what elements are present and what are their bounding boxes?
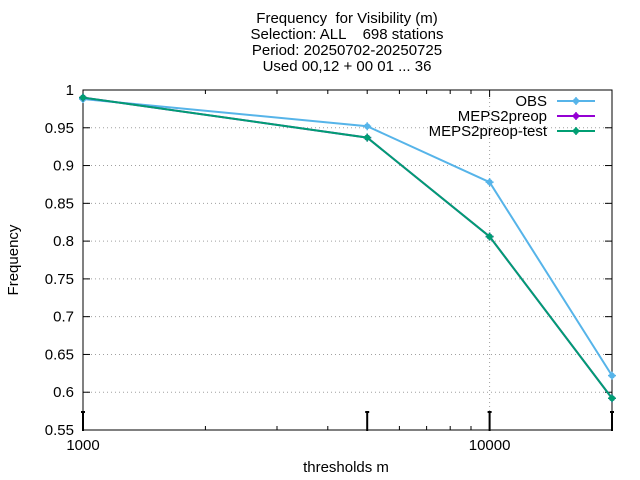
- title-line-1: Frequency for Visibility (m): [256, 10, 438, 27]
- chart-title: Frequency for Visibility (m) Selection: …: [0, 11, 640, 75]
- x-tick-label: 10000: [469, 437, 511, 454]
- data-point: [363, 122, 372, 131]
- y-tick-label: 0.7: [53, 309, 74, 326]
- data-point: [608, 371, 616, 380]
- y-tick-label: 0.65: [45, 346, 74, 363]
- data-point: [608, 394, 616, 403]
- legend-label: MEPS2preop: [458, 108, 547, 125]
- y-axis-label: Frequency: [5, 224, 22, 295]
- x-tick-label: 1000: [66, 437, 99, 454]
- axes: 0.55 0.6 0.65 0.7 0.75 0.8 0.85 0.9 0.95 1 1000 100…: [45, 82, 614, 454]
- data-point: [363, 133, 372, 142]
- data-point: [79, 93, 87, 102]
- y-tick-label: 0.9: [53, 158, 74, 175]
- title-line-3: Period: 20250702-20250725: [251, 42, 443, 59]
- y-tick-label: 0.75: [45, 271, 74, 288]
- data-point: [485, 178, 494, 187]
- legend-label: MEPS2preop-test: [429, 123, 548, 140]
- x-axis-label: thresholds m: [303, 459, 389, 476]
- title-line-2: Selection: ALL 698 stations: [250, 26, 444, 43]
- y-tick-label: 1: [66, 82, 74, 99]
- y-tick-label: 0.95: [45, 120, 74, 137]
- y-tick-label: 0.6: [53, 384, 74, 401]
- series: [79, 93, 616, 403]
- data-point: [485, 232, 494, 241]
- plot-border: [82, 89, 613, 431]
- y-tick-label: 0.85: [45, 195, 74, 212]
- grid: [83, 90, 612, 430]
- title-line-4: Used 00,12 + 00 01 ... 36: [262, 58, 432, 75]
- y-tick-label: 0.8: [53, 233, 74, 250]
- y-tick-label: 0.55: [45, 422, 74, 439]
- series-line: [82, 96, 613, 399]
- series-line: [82, 98, 613, 377]
- legend-label: OBS: [515, 93, 547, 110]
- series-line: [82, 96, 613, 399]
